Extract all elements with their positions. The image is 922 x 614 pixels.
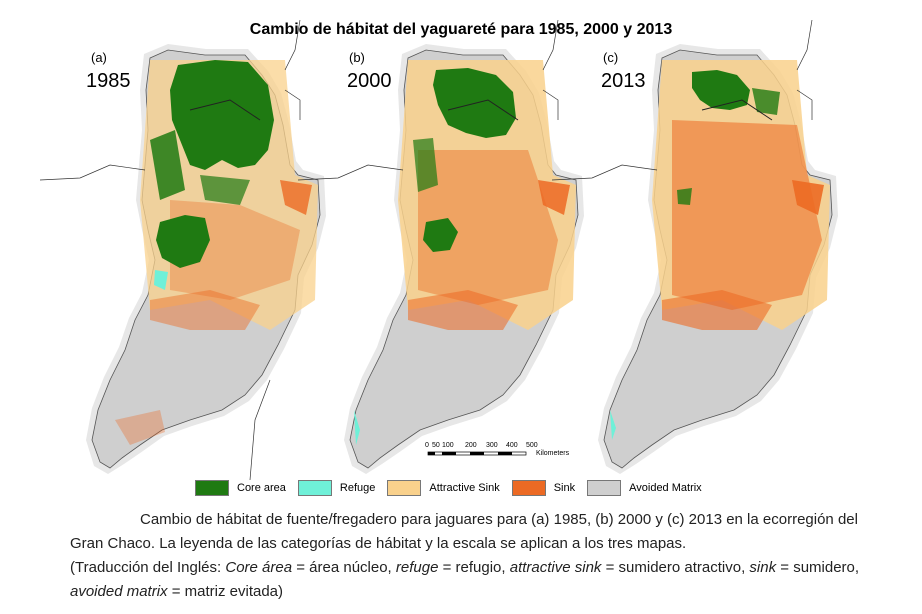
legend-label: Attractive Sink xyxy=(429,482,500,494)
caption-main: Cambio de hábitat de fuente/fregadero pa… xyxy=(70,511,858,552)
panel-year-c: 2013 xyxy=(601,70,646,92)
legend-label: Avoided Matrix xyxy=(629,482,702,494)
legend-item-avoided-matrix: Avoided Matrix xyxy=(587,480,702,496)
scale-unit: Kilometers xyxy=(536,450,570,457)
figure-caption: Cambio de hábitat de fuente/fregadero pa… xyxy=(70,508,870,604)
scale-tick-200: 200 xyxy=(465,442,477,449)
legend-item-core-area: Core area xyxy=(195,480,286,496)
panel-year-b: 2000 xyxy=(347,70,392,92)
legend-swatch xyxy=(511,480,546,496)
legend-label: Core area xyxy=(237,482,286,494)
panel-letter-c: (c) xyxy=(603,50,619,65)
scale-tick-100: 100 xyxy=(442,442,454,449)
map-panel-1985 xyxy=(39,19,326,481)
legend-item-attractive-sink: Attractive Sink xyxy=(387,480,500,496)
legend-item-sink: Sink xyxy=(511,480,576,496)
legend-label: Refuge xyxy=(339,482,376,494)
scale-tick-0: 0 xyxy=(425,442,429,449)
map-panel-2000 xyxy=(297,19,584,474)
legend-swatch xyxy=(387,480,422,496)
legend-item-refuge: Refuge xyxy=(297,480,376,496)
panel-year-a: 1985 xyxy=(86,70,131,92)
panel-letter-b: (b) xyxy=(349,50,365,65)
scale-tick-300: 300 xyxy=(486,442,498,449)
scale-bar xyxy=(427,451,527,456)
panel-letter-a: (a) xyxy=(91,50,107,65)
scale-tick-50: 50 xyxy=(432,442,440,449)
caption-translation: (Traducción del Inglés: Core área = área… xyxy=(70,559,860,600)
map-legend: Core area Refuge Attractive Sink Sink Av… xyxy=(195,478,714,498)
scale-tick-400: 400 xyxy=(506,442,518,449)
legend-label: Sink xyxy=(553,482,576,494)
legend-swatch xyxy=(195,480,229,496)
scale-tick-500: 500 xyxy=(526,442,538,449)
map-panel-2013 xyxy=(551,19,838,474)
legend-swatch xyxy=(587,480,622,496)
legend-swatch xyxy=(297,480,332,496)
figure-title: Cambio de hábitat del yaguareté para 198… xyxy=(249,21,673,38)
